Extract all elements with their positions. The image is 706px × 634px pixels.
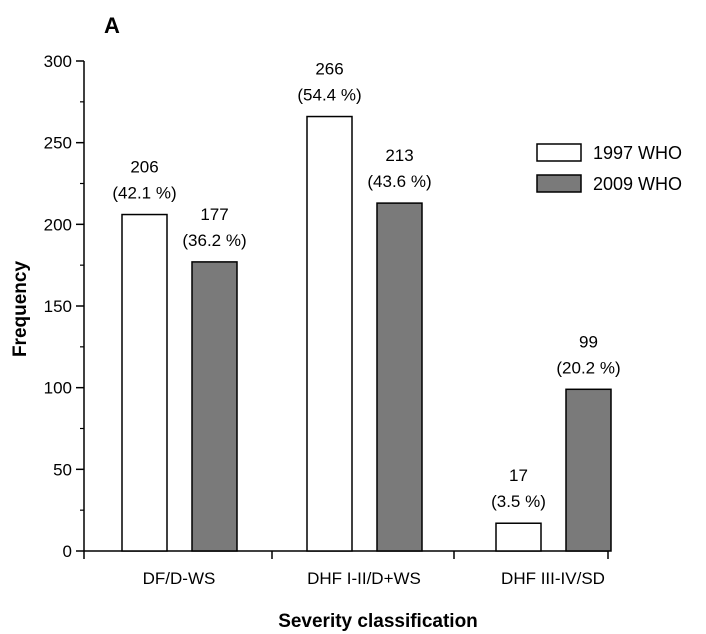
bar [191, 261, 238, 552]
bar [495, 522, 542, 552]
bar [306, 115, 353, 552]
data-label-value: 17 [509, 466, 528, 485]
x-tick-label: DHF III-IV/SD [501, 569, 605, 588]
data-label-percent: (36.2 %) [182, 231, 246, 250]
data-label-percent: (42.1 %) [112, 184, 176, 203]
legend-label: 2009 WHO [593, 174, 682, 194]
data-labels: 206 (42.1 %) 266 (54.4 %) 17 (3.5 %) 177 (36.2 … [112, 60, 620, 512]
bar [376, 202, 423, 552]
data-label-percent: (54.4 %) [297, 86, 361, 105]
legend-label: 1997 WHO [593, 143, 682, 163]
data-label-value: 99 [579, 332, 598, 351]
bar [565, 388, 612, 552]
data-label-value: 213 [385, 146, 413, 165]
data-label-value: 177 [200, 205, 228, 224]
y-axis: 0 50 100 150 200 250 300 [44, 52, 85, 561]
x-tick-label: DHF I-II/D+WS [307, 569, 421, 588]
data-label-percent: (43.6 %) [367, 172, 431, 191]
legend-swatch [536, 174, 582, 193]
data-label-percent: (20.2 %) [556, 358, 620, 377]
y-axis-title: Frequency [10, 261, 31, 358]
y-tick-label: 150 [44, 297, 72, 316]
x-axis: DF/D-WS DHF I-II/D+WS DHF III-IV/SD [83, 550, 609, 588]
y-tick-label: 200 [44, 215, 72, 234]
x-tick-label: DF/D-WS [143, 569, 216, 588]
y-tick-label: 0 [63, 542, 72, 561]
bars [121, 115, 612, 552]
y-tick-label: 250 [44, 134, 72, 153]
legend: 1997 WHO 2009 WHO [536, 143, 682, 194]
bar [121, 213, 168, 552]
data-label-value: 206 [130, 158, 158, 177]
y-tick-label: 300 [44, 52, 72, 71]
data-label-percent: (3.5 %) [491, 492, 546, 511]
y-tick-label: 50 [53, 460, 72, 479]
data-label-value: 266 [315, 60, 343, 79]
y-tick-label: 100 [44, 379, 72, 398]
x-axis-title: Severity classification [278, 611, 478, 632]
legend-swatch [536, 143, 582, 162]
panel-letter: A [104, 13, 120, 38]
